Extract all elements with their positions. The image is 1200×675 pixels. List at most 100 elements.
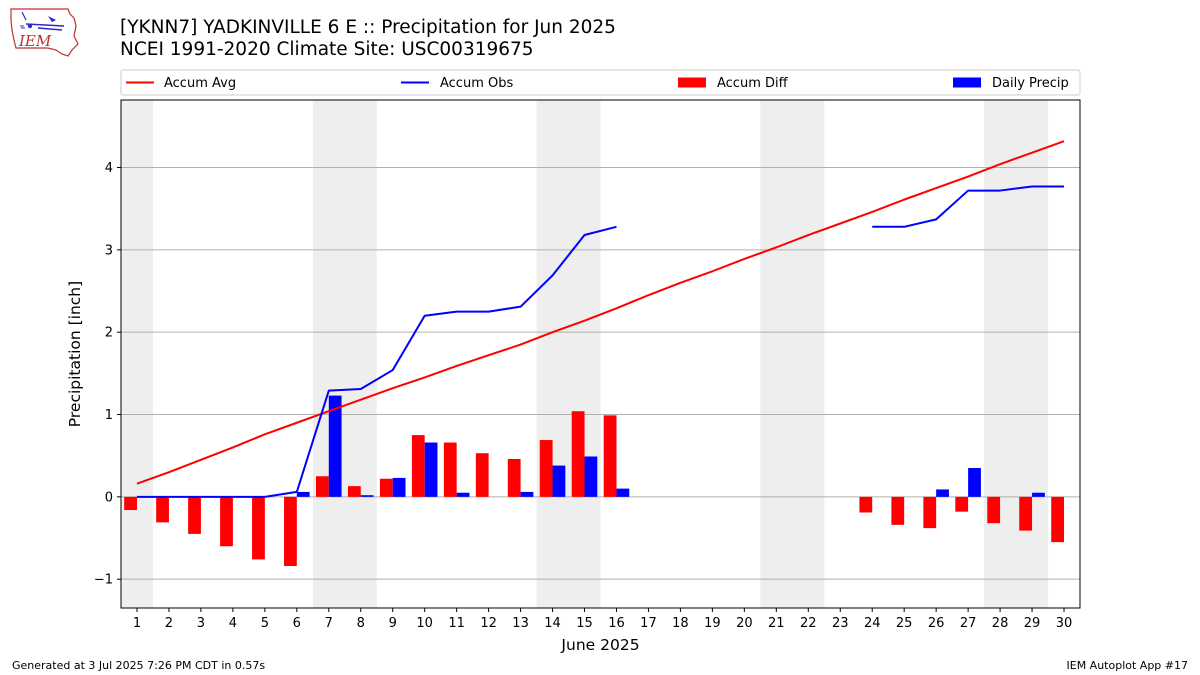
weekend-band: [984, 100, 1049, 608]
accum-diff-bar: [284, 496, 297, 567]
x-axis: 1 2 3 4 5 6 7 8 9 10 11 12 13 14 15 16 17 18 19 20 21 22 23 24 2…: [133, 608, 1072, 631]
accum-diff-bar: [124, 496, 137, 511]
legend-accum-obs: Accum Obs: [440, 76, 513, 91]
accum-diff-bar: [955, 496, 969, 512]
y-tick-label: 4: [105, 161, 113, 176]
weekend-band: [312, 100, 377, 608]
y-axis: −1 0 1 2 3 4: [94, 161, 121, 588]
x-tick-label: 28: [992, 616, 1009, 631]
x-tick-label: 24: [864, 616, 881, 631]
accum-diff-bar: [475, 453, 489, 497]
x-tick-label: 20: [736, 616, 753, 631]
accum-avg-line: [136, 140, 1065, 485]
y-tick-label: 3: [105, 243, 113, 258]
plot-frame: [120, 99, 1081, 609]
daily-precip-bar: [936, 489, 949, 497]
x-tick-label: 9: [389, 616, 397, 631]
x-tick-label: 26: [928, 616, 945, 631]
accum-diff-bar: [571, 411, 585, 497]
y-tick-label: 2: [105, 326, 113, 341]
accum-diff-bar: [379, 478, 393, 497]
daily-precip-bar: [296, 491, 310, 497]
daily-precip-bar: [968, 468, 981, 497]
x-tick-label: 21: [768, 616, 785, 631]
x-tick-label: 4: [229, 616, 237, 631]
daily-precip-bar: [584, 456, 598, 497]
daily-precip-bar: [424, 442, 438, 497]
x-tick-label: 7: [325, 616, 333, 631]
x-tick-label: 30: [1056, 616, 1073, 631]
y-tick-label: 1: [105, 408, 113, 423]
accum-diff-bar: [156, 496, 169, 523]
x-tick-label: 18: [672, 616, 689, 631]
x-tick-label: 19: [704, 616, 721, 631]
x-tick-label: 22: [800, 616, 817, 631]
x-tick-label: 14: [544, 616, 561, 631]
accum-diff-bar: [252, 496, 265, 560]
x-tick-label: 23: [832, 616, 849, 631]
x-tick-label: 10: [416, 616, 433, 631]
accum-obs-line: [136, 225, 617, 498]
x-tick-label: 3: [197, 616, 205, 631]
accum-diff-bar: [347, 486, 361, 497]
y-axis-label: Precipitation [inch]: [66, 281, 84, 427]
accum-diff-bar: [603, 415, 617, 497]
x-tick-label: 25: [896, 616, 913, 631]
app-note: IEM Autoplot App #17: [1066, 659, 1189, 672]
legend-box: [120, 69, 1081, 96]
accum-diff-bar: [443, 442, 457, 497]
x-axis-label: June 2025: [560, 636, 639, 654]
daily-precip-bar: [360, 495, 374, 497]
x-tick-label: 5: [261, 616, 269, 631]
x-tick-label: 8: [357, 616, 365, 631]
x-tick-label: 12: [480, 616, 497, 631]
weekend-band: [121, 100, 153, 608]
accum-diff-bar: [220, 496, 233, 547]
daily-precip-bar: [616, 488, 630, 497]
accum-diff-bar: [411, 435, 425, 497]
accum-diff-bar: [315, 476, 329, 497]
x-tick-label: 15: [576, 616, 593, 631]
accum-diff-bar: [1019, 496, 1033, 531]
daily-precip-bar: [1032, 492, 1045, 497]
accum-diff-bar: [188, 496, 201, 534]
x-tick-label: 27: [960, 616, 977, 631]
accum-diff-bar: [987, 496, 1001, 524]
x-tick-label: 16: [608, 616, 625, 631]
x-tick-label: 11: [448, 616, 465, 631]
daily-precip-bar: [456, 492, 470, 497]
chart-subtitle: NCEI 1991-2020 Climate Site: USC00319675: [120, 39, 534, 60]
x-tick-label: 6: [293, 616, 301, 631]
weekend-band: [760, 100, 825, 608]
y-tick-label: 0: [105, 490, 113, 505]
gridlines: [121, 167, 1080, 580]
legend-accum-diff-swatch: [678, 77, 706, 88]
x-tick-label: 17: [640, 616, 657, 631]
accum-diff-bar: [859, 496, 873, 513]
daily-precip-bar: [520, 491, 534, 497]
accum-diff-bar: [891, 496, 905, 525]
y-tick-label: −1: [94, 573, 113, 588]
legend-daily-precip-swatch: [953, 77, 981, 88]
accum-obs-line: [872, 185, 1065, 228]
bars: [124, 395, 1065, 567]
x-tick-label: 29: [1024, 616, 1041, 631]
x-tick-label: 1: [133, 616, 141, 631]
accum-diff-bar: [923, 496, 937, 529]
x-tick-label: 2: [165, 616, 173, 631]
legend-accum-diff: Accum Diff: [717, 76, 789, 91]
logo-text: IEM: [18, 32, 52, 50]
accum-diff-bar: [507, 458, 521, 497]
lines: [136, 140, 1065, 498]
weekend-bands: [121, 100, 1049, 608]
legend: Accum Avg Accum Obs Accum Diff Daily Pre…: [120, 69, 1081, 96]
legend-accum-avg: Accum Avg: [164, 76, 236, 91]
daily-precip-bar: [328, 395, 342, 497]
daily-precip-bar: [392, 477, 406, 497]
accum-diff-bar: [1051, 496, 1065, 543]
iem-logo: IEM: [10, 8, 79, 57]
weekend-band: [536, 100, 601, 608]
daily-precip-bar: [552, 465, 566, 497]
accum-diff-bar: [539, 440, 553, 497]
